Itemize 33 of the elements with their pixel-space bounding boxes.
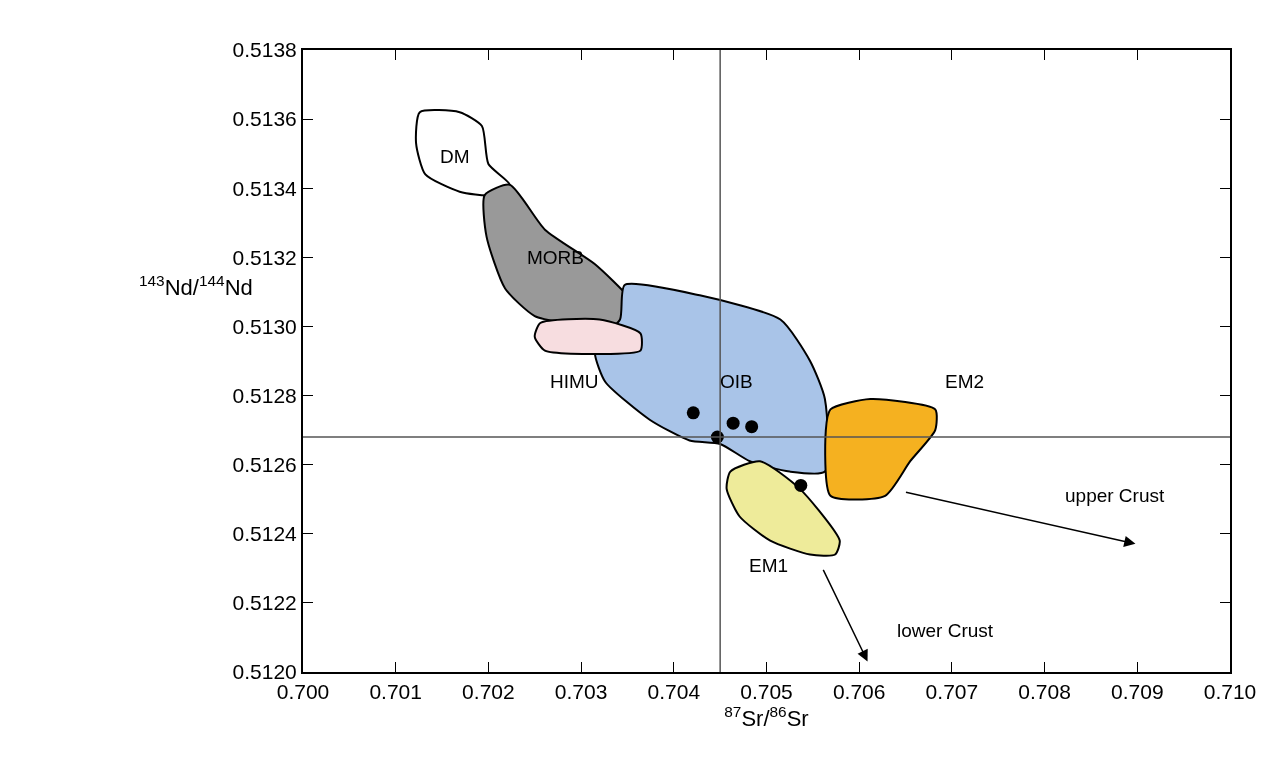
annotation: HIMU [550, 371, 599, 392]
x-tick-label: 0.708 [1018, 680, 1071, 704]
x-tick-label: 0.705 [740, 680, 793, 704]
y-tick-label: 0.5130 [232, 314, 297, 338]
y-tick-label: 0.5124 [232, 522, 298, 546]
annotation: EM1 [749, 555, 789, 576]
y-tick-label: 0.5134 [232, 176, 298, 200]
x-tick-label: 0.710 [1203, 680, 1257, 704]
x-tick-label: 0.709 [1111, 680, 1164, 704]
annotation: upper Crust [1065, 485, 1165, 506]
x-tick-label: 0.703 [554, 680, 608, 704]
annotation: EM2 [945, 371, 985, 392]
y-tick-label: 0.5128 [232, 383, 297, 407]
y-axis-title: $^{143}$Nd/$^{144}$Nd [139, 272, 253, 301]
point [794, 478, 808, 492]
y-tick-label: 0.5132 [232, 245, 297, 269]
annotation: DM [440, 146, 470, 167]
x-axis-title: $^{87}$Sr/$^{86}$Sr [724, 703, 809, 732]
y-tick-label: 0.5136 [232, 107, 297, 131]
annotation: OIB [720, 371, 753, 392]
x-tick-label: 0.706 [832, 680, 886, 704]
annotation: MORB [527, 247, 584, 268]
point [745, 420, 759, 434]
x-tick-label: 0.701 [369, 680, 422, 704]
point [686, 406, 700, 420]
annotation: lower Crust [897, 620, 994, 641]
y-tick-label: 0.5138 [232, 38, 297, 62]
x-tick-label: 0.704 [647, 680, 701, 704]
y-tick-label: 0.5126 [232, 453, 297, 477]
y-tick-label: 0.5122 [232, 591, 297, 615]
point [726, 416, 740, 430]
x-tick-label: 0.702 [462, 680, 515, 704]
x-tick-label: 0.707 [925, 680, 979, 704]
